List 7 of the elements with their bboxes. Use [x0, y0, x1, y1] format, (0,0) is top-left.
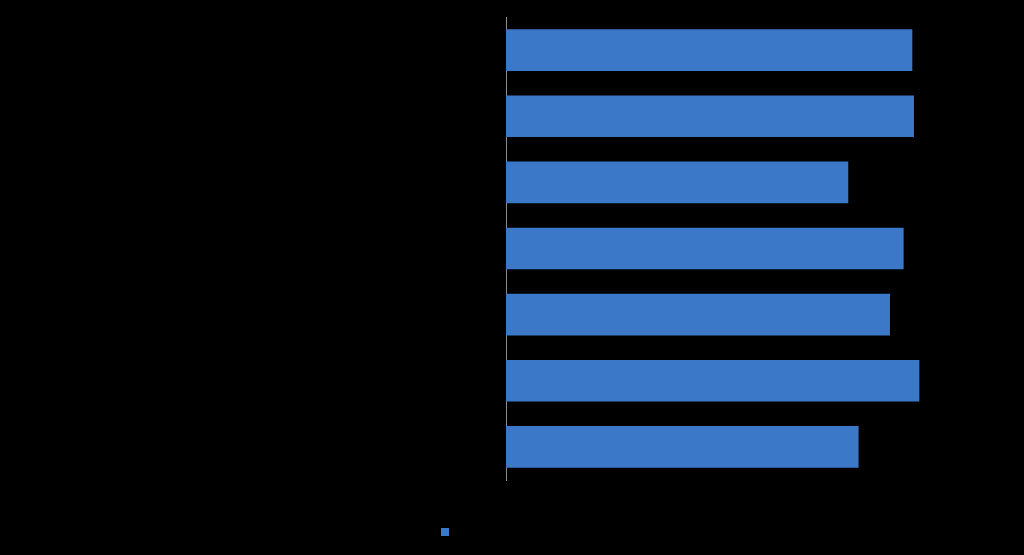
- bar: [506, 359, 920, 402]
- bar: [506, 29, 913, 71]
- bar: [506, 161, 849, 204]
- bar: [506, 293, 890, 336]
- bar: [506, 95, 914, 138]
- bar: [506, 426, 859, 468]
- bar: [506, 227, 904, 270]
